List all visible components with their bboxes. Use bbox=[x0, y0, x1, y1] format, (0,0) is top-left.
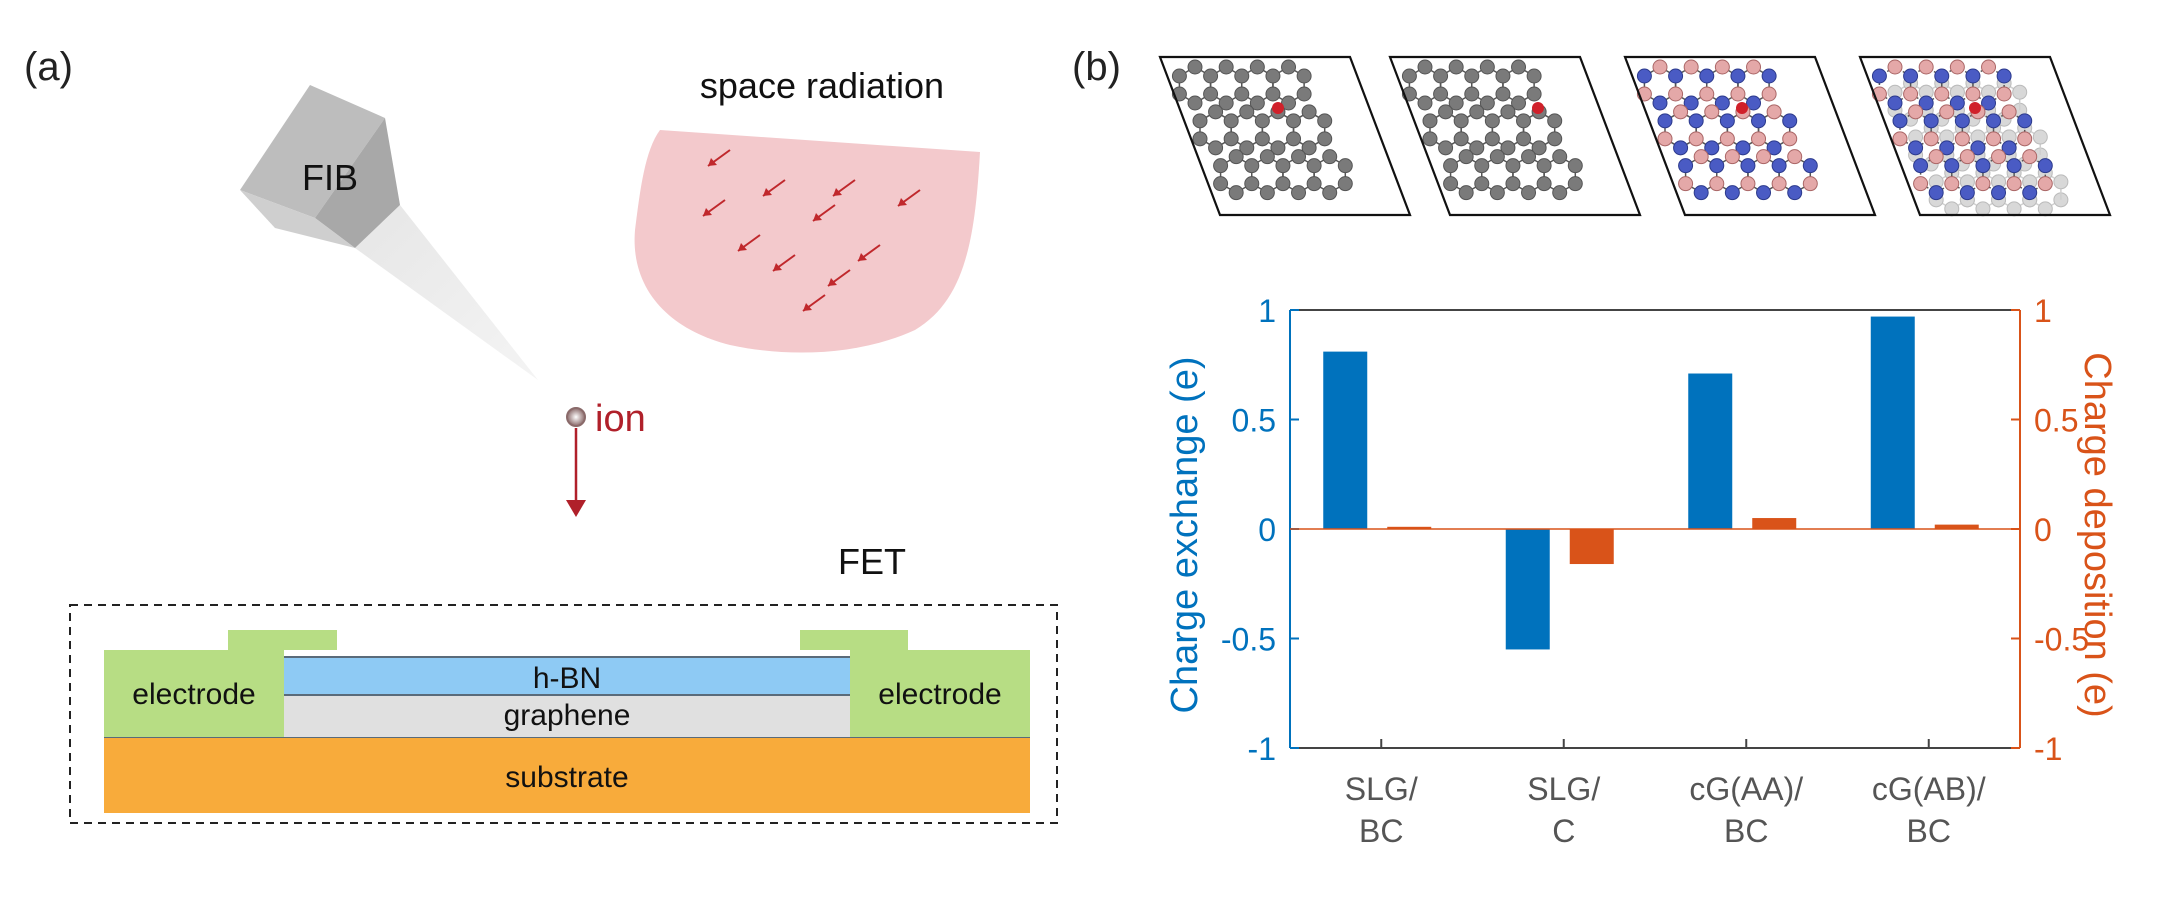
right-tick-label: -0.5 bbox=[2034, 622, 2089, 658]
ion-site-marker bbox=[1969, 102, 1981, 114]
radiation-arrow bbox=[812, 204, 836, 222]
fib-label: FIB bbox=[302, 157, 358, 198]
panel-a: (a) FIB space radiation ion FET su bbox=[24, 45, 1058, 824]
radiation-label: space radiation bbox=[700, 65, 944, 106]
panel-a-label: (a) bbox=[24, 45, 73, 89]
radiation-arrow bbox=[772, 254, 796, 272]
ion-site-marker bbox=[1272, 102, 1284, 114]
unit-cell-outline bbox=[1623, 55, 1877, 217]
structure-3 bbox=[1623, 55, 1877, 217]
left-tick-label: -0.5 bbox=[1221, 622, 1276, 658]
bar-charge-deposition bbox=[1569, 529, 1614, 565]
ion-icon bbox=[566, 407, 586, 427]
radiation-arrow bbox=[737, 234, 761, 252]
bar-charge-exchange bbox=[1323, 351, 1368, 529]
bar-charge-exchange bbox=[1688, 373, 1733, 529]
ylabel-right: Charge deposition (e) bbox=[2076, 352, 2118, 717]
radiation-arrow bbox=[827, 269, 851, 287]
radiation-arrow bbox=[832, 179, 856, 197]
structure-4 bbox=[1858, 55, 2112, 217]
substrate-label: substrate bbox=[505, 761, 628, 794]
left-tick-label: 0 bbox=[1258, 512, 1276, 548]
atomic-structures bbox=[1158, 55, 2112, 217]
radiation-arrow bbox=[802, 294, 826, 312]
structure-1 bbox=[1158, 55, 1412, 217]
panel-b-label: (b) bbox=[1072, 45, 1121, 89]
fib-gun-top bbox=[240, 85, 385, 218]
radiation-arrow bbox=[702, 199, 726, 217]
x-tick-label: cG(AA)/BC bbox=[1689, 771, 1803, 849]
unit-cell-outline bbox=[1858, 55, 2112, 217]
bar-charge-deposition bbox=[1934, 524, 1979, 529]
bar-charge-exchange bbox=[1505, 529, 1550, 650]
panel-b: (b) 1 1 0.5 0.5 0 0 -0.5 -0.5 -1 -1 SLG/BC SLG/C cG(… bbox=[1072, 45, 2118, 849]
fet-dashed-frame bbox=[69, 604, 1058, 824]
fib-gun-side bbox=[315, 118, 400, 248]
electrode-left-label: electrode bbox=[132, 678, 255, 711]
right-tick-label: -1 bbox=[2034, 731, 2062, 767]
bar-charge-exchange bbox=[1870, 316, 1915, 529]
electrode-left bbox=[104, 630, 337, 737]
structure-2 bbox=[1388, 55, 1642, 217]
graphene-label: graphene bbox=[504, 699, 631, 732]
ion-group: ion bbox=[566, 398, 646, 517]
right-tick-label: 1 bbox=[2034, 293, 2052, 329]
fet-device: FET substrate electrode electrode h-BN g… bbox=[69, 541, 1058, 824]
charge-chart: 1 1 0.5 0.5 0 0 -0.5 -0.5 -1 -1 SLG/BC SLG/C cG(AA)/… bbox=[1164, 293, 2118, 849]
electrode-right-label: electrode bbox=[878, 678, 1001, 711]
ion-arrowhead bbox=[566, 500, 586, 517]
radiation-arrow bbox=[762, 179, 786, 197]
right-tick-label: 0.5 bbox=[2034, 403, 2078, 439]
fib-gun: FIB bbox=[240, 85, 538, 380]
left-tick-label: -1 bbox=[1248, 731, 1276, 767]
left-tick-label: 0.5 bbox=[1232, 403, 1276, 439]
fib-gun-front bbox=[240, 190, 355, 248]
x-tick-label: cG(AB)/BC bbox=[1872, 771, 1986, 849]
bar-charge-deposition bbox=[1752, 518, 1797, 529]
substrate-layer bbox=[104, 737, 1030, 813]
fib-beam bbox=[355, 205, 538, 380]
right-tick-label: 0 bbox=[2034, 512, 2052, 548]
ion-label: ion bbox=[595, 398, 646, 440]
ion-site-marker bbox=[1532, 102, 1544, 114]
x-tick-label: SLG/BC bbox=[1345, 771, 1418, 849]
left-tick-label: 1 bbox=[1258, 293, 1276, 329]
electrode-right bbox=[800, 630, 1030, 737]
graphene-layer bbox=[284, 695, 850, 737]
ion-site-marker bbox=[1736, 102, 1748, 114]
space-radiation: space radiation bbox=[634, 65, 980, 353]
chart-axes: 1 1 0.5 0.5 0 0 -0.5 -0.5 -1 -1 SLG/BC SLG/C cG(AA)/… bbox=[1221, 293, 2089, 849]
radiation-arrow bbox=[857, 244, 881, 262]
radiation-arrows bbox=[702, 149, 921, 312]
bar-charge-deposition bbox=[1387, 526, 1432, 529]
radiation-arrow bbox=[897, 189, 921, 207]
unit-cell-outline bbox=[1158, 55, 1412, 217]
hbn-layer bbox=[284, 657, 850, 695]
hbn-label: h-BN bbox=[533, 662, 601, 695]
ylabel-left: Charge exchange (e) bbox=[1164, 357, 1206, 714]
chart-bars bbox=[1323, 316, 1979, 650]
unit-cell-outline bbox=[1388, 55, 1642, 217]
radiation-arrow bbox=[707, 149, 731, 167]
fet-label: FET bbox=[838, 541, 906, 582]
x-tick-label: SLG/C bbox=[1527, 771, 1600, 849]
radiation-cloud bbox=[634, 130, 980, 353]
